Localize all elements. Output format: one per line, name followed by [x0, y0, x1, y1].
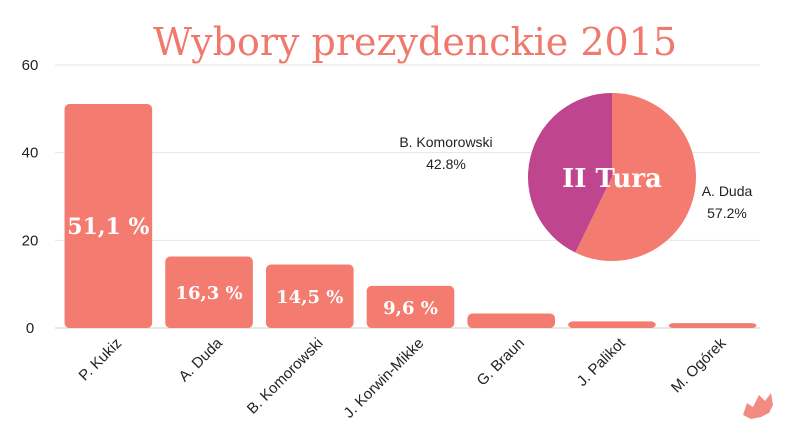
pie-chart: A. Duda 57.2% B. Komorowski 42.8% II Tura	[399, 93, 753, 262]
bar-data-label: 16,3 %	[175, 283, 242, 304]
bar	[568, 321, 656, 328]
y-axis-ticks: 0 20 40 60	[22, 57, 39, 337]
y-tick-label: 40	[22, 145, 39, 162]
x-category-label: P. Kukiz	[76, 335, 126, 385]
bar	[64, 104, 153, 329]
bar-data-label: 9,6 %	[383, 298, 438, 319]
pie-slice	[528, 93, 612, 253]
pie-slice-value: 42.8%	[426, 156, 466, 172]
bar-data-label: 14,5 %	[276, 287, 343, 308]
x-category-label: A. Duda	[176, 334, 227, 385]
pie-slice	[575, 93, 696, 262]
pie-slice-value: 57.2%	[707, 205, 747, 221]
category-labels: P. Kukiz A. Duda B. Komorowski J. Korwin-Mi…	[76, 334, 730, 421]
bar-series	[64, 104, 757, 329]
pie-title: II Tura	[562, 164, 662, 194]
bar-data-labels: 51,1 % 16,3 % 14,5 % 9,6 %	[67, 214, 438, 319]
x-category-label: J. Palikot	[574, 334, 630, 390]
bar	[165, 256, 253, 328]
y-tick-label: 20	[22, 232, 39, 249]
bar	[366, 285, 455, 328]
bar-data-label: 51,1 %	[67, 214, 149, 240]
bar	[668, 323, 757, 328]
x-category-label: B. Komorowski	[244, 335, 327, 418]
pie-slice-label: B. Komorowski	[399, 134, 492, 150]
x-category-label: J. Korwin-Mikke	[340, 335, 427, 422]
y-tick-label: 60	[22, 57, 39, 74]
y-tick-label: 0	[26, 320, 34, 337]
bar	[265, 264, 354, 328]
x-category-label: G. Braun	[474, 335, 528, 389]
pie-slice-label: A. Duda	[702, 183, 753, 199]
site-logo	[743, 393, 773, 419]
chart-title: Wybory prezydenckie 2015	[153, 20, 677, 64]
x-category-label: M. Ogórek	[668, 334, 730, 396]
bar	[467, 313, 556, 328]
